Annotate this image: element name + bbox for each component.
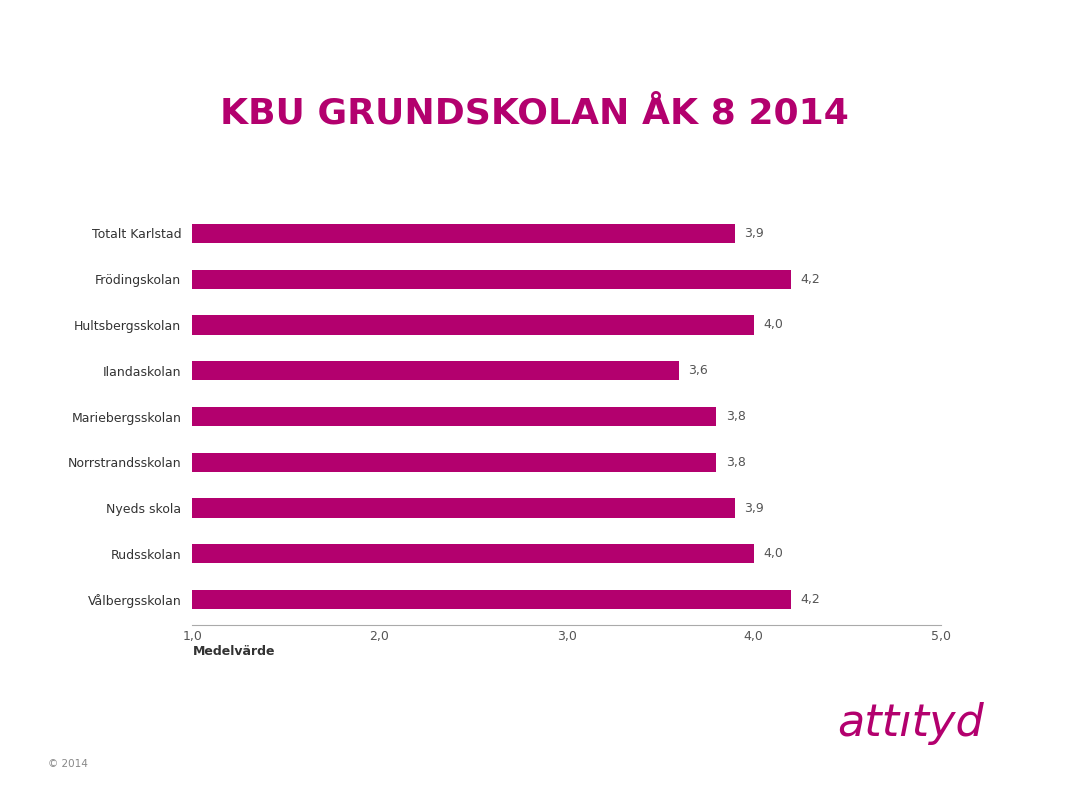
Text: attıtyd: attıtyd (837, 702, 983, 745)
Text: 3,8: 3,8 (726, 410, 745, 423)
Text: 4,2: 4,2 (801, 593, 820, 606)
Bar (192, 361, 679, 380)
Text: 3,9: 3,9 (744, 501, 764, 514)
Bar (192, 407, 716, 426)
Text: Medelvärde: Medelvärde (192, 645, 275, 658)
Text: 3,6: 3,6 (688, 364, 708, 377)
Bar (192, 498, 734, 517)
Bar (192, 270, 791, 289)
Text: 4,0: 4,0 (763, 319, 783, 332)
Bar (192, 453, 716, 472)
Bar (192, 544, 754, 563)
Text: 4,0: 4,0 (763, 547, 783, 561)
Text: 4,2: 4,2 (801, 272, 820, 286)
Bar (192, 223, 734, 243)
Bar (192, 590, 791, 610)
Text: © 2014: © 2014 (48, 759, 88, 769)
Text: 3,9: 3,9 (744, 227, 764, 240)
Text: 3,8: 3,8 (726, 456, 745, 469)
Bar (192, 316, 754, 335)
Text: KBU GRUNDSKOLAN ÅK 8 2014: KBU GRUNDSKOLAN ÅK 8 2014 (220, 96, 849, 130)
